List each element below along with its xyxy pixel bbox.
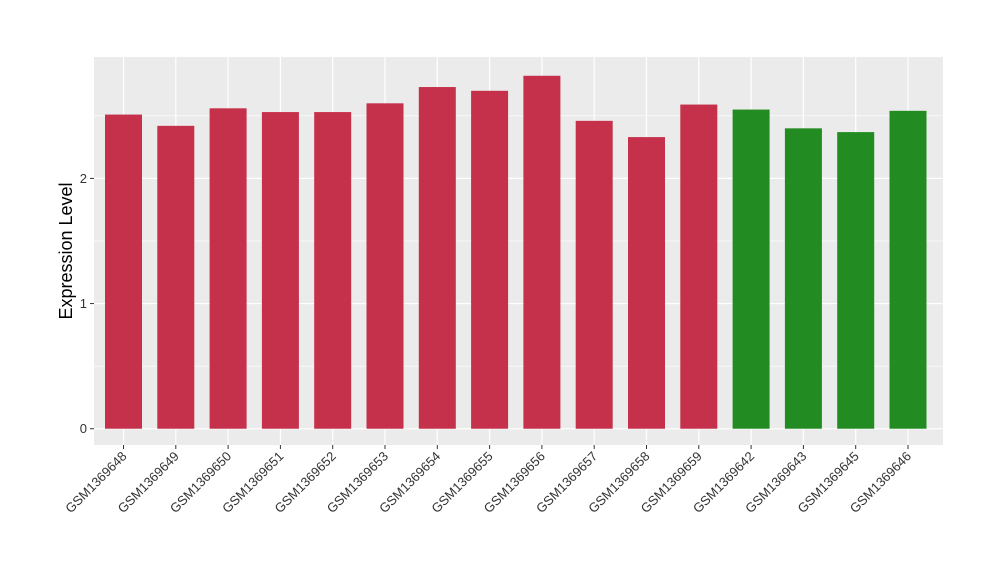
bars (105, 75, 927, 429)
bar-GSM1369656 (523, 75, 561, 429)
bar-GSM1369648 (105, 114, 142, 429)
y-tick-label: 2 (80, 171, 87, 186)
bar-GSM1369645 (837, 132, 875, 429)
bar-GSM1369659 (680, 104, 718, 429)
bar-GSM1369651 (261, 112, 299, 429)
bar-GSM1369650 (209, 108, 247, 429)
bar-GSM1369642 (732, 109, 770, 429)
bar-GSM1369657 (575, 120, 613, 429)
y-axis-title: Expression Level (56, 182, 76, 319)
bar-GSM1369655 (471, 90, 509, 429)
bar-GSM1369654 (418, 87, 456, 429)
bar-GSM1369643 (784, 128, 822, 429)
bar-GSM1369653 (366, 103, 404, 429)
y-axis-ticks: 0 1 2 (80, 171, 94, 436)
x-axis-ticks: GSM1369648GSM1369649GSM1369650GSM1369651… (62, 445, 914, 516)
bar-GSM1369652 (314, 112, 352, 429)
bar-GSM1369646 (889, 110, 927, 429)
y-tick-label: 0 (80, 421, 87, 436)
bar-GSM1369649 (157, 125, 195, 429)
y-tick-label: 1 (80, 296, 87, 311)
bar-GSM1369658 (628, 137, 665, 429)
